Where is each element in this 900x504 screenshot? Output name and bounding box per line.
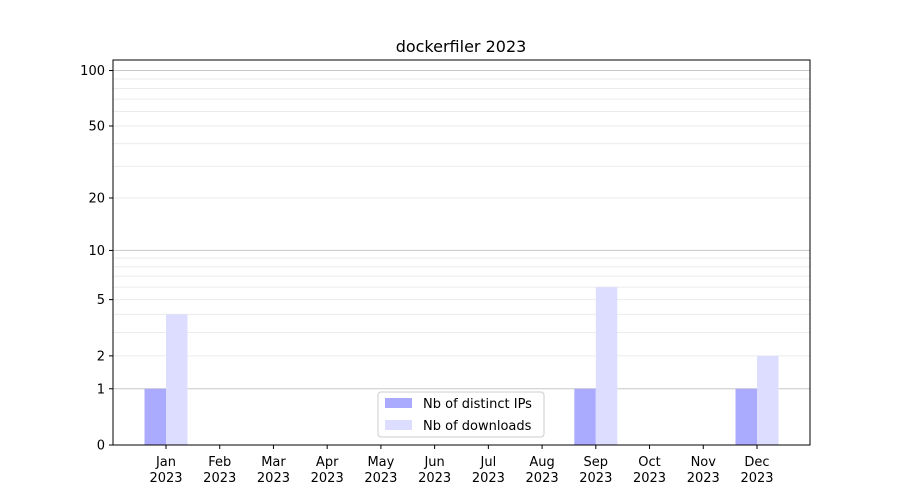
legend-box bbox=[377, 391, 545, 438]
y-tick-label: 5 bbox=[97, 293, 105, 308]
gridlines bbox=[113, 70, 810, 390]
x-tick-label: Aug 2023 bbox=[526, 455, 559, 486]
y-tick-label: 100 bbox=[80, 64, 105, 79]
x-tick-label: Jun 2023 bbox=[418, 455, 451, 486]
bar-distinct-ips bbox=[735, 388, 757, 445]
x-tick-label: Sep 2023 bbox=[579, 455, 612, 486]
x-tick-label: Jan 2023 bbox=[149, 455, 182, 486]
bar-distinct-ips bbox=[144, 388, 166, 445]
chart-title: dockerfiler 2023 bbox=[396, 37, 527, 56]
x-tick-label: Mar 2023 bbox=[257, 455, 290, 486]
legend-swatch-ips bbox=[385, 398, 412, 408]
y-tick-label: 10 bbox=[88, 244, 105, 259]
bar-distinct-ips bbox=[574, 388, 596, 445]
legend-label-downloads: Nb of downloads bbox=[423, 419, 532, 434]
bar-downloads bbox=[757, 355, 779, 445]
plot-frame bbox=[112, 59, 811, 446]
y-tick-label: 50 bbox=[88, 119, 105, 134]
x-tick-label: Nov 2023 bbox=[687, 455, 720, 486]
x-tick-label: Apr 2023 bbox=[311, 455, 344, 486]
bar-downloads bbox=[166, 314, 188, 445]
legend-label-ips: Nb of distinct IPs bbox=[423, 397, 532, 412]
y-axis: 0 1 2 5 10 20 50 100 bbox=[80, 64, 113, 454]
bars bbox=[144, 287, 779, 445]
legend: Nb of distinct IPs Nb of downloads bbox=[377, 391, 545, 438]
x-tick-label: Oct 2023 bbox=[633, 455, 666, 486]
legend-swatch-downloads bbox=[385, 420, 412, 430]
x-tick-label: Feb 2023 bbox=[203, 455, 236, 486]
x-tick-label: Jul 2023 bbox=[472, 455, 505, 486]
y-tick-label: 20 bbox=[88, 191, 105, 206]
x-axis: Jan 2023 Feb 2023 Mar 2023 Apr 2023 May 2023 Jun 20… bbox=[149, 445, 774, 486]
y-tick-label: 0 bbox=[97, 439, 105, 454]
y-tick-label: 2 bbox=[97, 349, 105, 364]
x-tick-label: May 2023 bbox=[364, 455, 397, 486]
bar-downloads bbox=[595, 287, 618, 445]
x-tick-label: Dec 2023 bbox=[740, 455, 773, 486]
y-tick-label: 1 bbox=[97, 382, 105, 397]
